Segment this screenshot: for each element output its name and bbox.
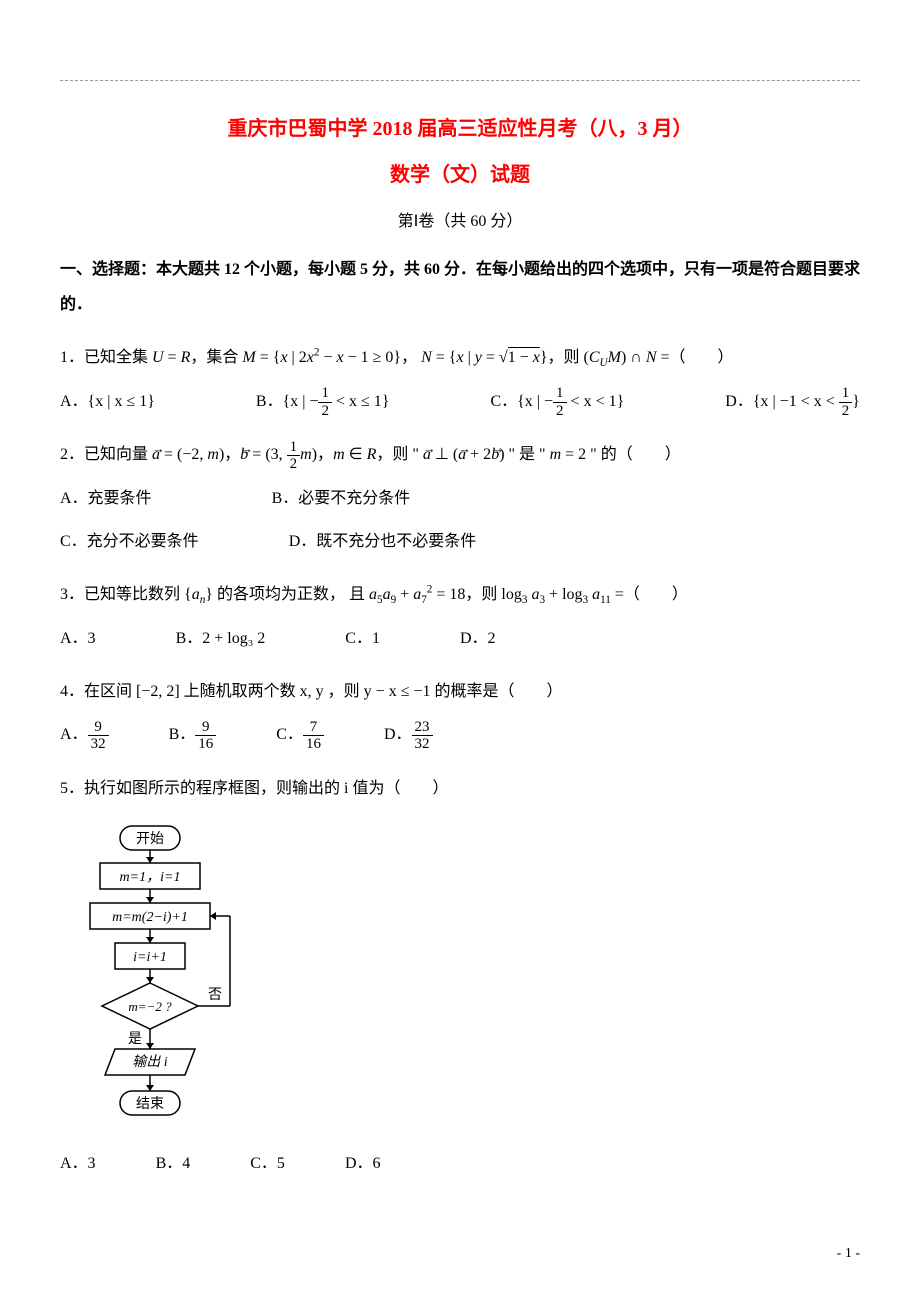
page-subtitle: 数学（文）试题 <box>60 157 860 193</box>
svg-text:m=m(2−i)+1: m=m(2−i)+1 <box>112 910 188 925</box>
svg-text:否: 否 <box>208 988 222 1003</box>
q3-options: A．3 B．2 + log₃ 2 C．1 D．2 <box>60 621 860 656</box>
svg-text:结束: 结束 <box>136 1096 164 1112</box>
q5-opt-d: D．6 <box>345 1146 381 1181</box>
section-label: 第Ⅰ卷（共 60 分） <box>60 208 860 237</box>
q4-opt-b: B．916 <box>169 717 217 752</box>
flowchart-diagram: 开始 m=1，i=1 m=m(2−i)+1 i=i+1 m=−2 ? 否 <box>80 821 860 1131</box>
q1-options: A．{x | x ≤ 1} B．{x | −12 < x ≤ 1} C．{x |… <box>60 384 860 419</box>
q2-stem: 2．已知向量 a = (−2, m)，b = (3, 12m)，m ∈ R，则 … <box>60 446 681 463</box>
svg-text:m=−2 ?: m=−2 ? <box>128 999 172 1014</box>
q1-opt-d: D．{x | −1 < x < 12} <box>725 384 860 419</box>
question-5: 5．执行如图所示的程序框图，则输出的 i 值为（ ） 开始 m=1，i=1 m=… <box>60 771 860 1181</box>
svg-text:m=1，i=1: m=1，i=1 <box>120 870 181 885</box>
q3-opt-d: D．2 <box>460 621 496 656</box>
q2-options: A．充要条件 B．必要不充分条件 C．充分不必要条件 D．既不充分也不必要条件 <box>60 481 860 559</box>
page-footer: - 1 - <box>60 1241 860 1266</box>
q3-opt-b: B．2 + log₃ 2 <box>176 621 266 656</box>
q1-opt-a: A．{x | x ≤ 1} <box>60 384 155 419</box>
q4-stem: 4．在区间 [−2, 2] 上随机取两个数 x, y ，则 y − x ≤ −1… <box>60 683 563 700</box>
q5-stem: 5．执行如图所示的程序框图，则输出的 i 值为（ ） <box>60 780 448 797</box>
q5-options: A．3 B．4 C．5 D．6 <box>60 1146 860 1181</box>
q4-opt-d: D．2332 <box>384 717 433 752</box>
q4-options: A．932 B．916 C．716 D．2332 <box>60 717 860 752</box>
q1-opt-b: B．{x | −12 < x ≤ 1} <box>256 384 390 419</box>
q5-opt-a: A．3 <box>60 1146 96 1181</box>
q3-opt-a: A．3 <box>60 621 96 656</box>
question-4: 4．在区间 [−2, 2] 上随机取两个数 x, y ，则 y − x ≤ −1… <box>60 674 860 753</box>
q1-opt-c: C．{x | −12 < x < 1} <box>490 384 624 419</box>
q2-opt-d: D．既不充分也不必要条件 <box>289 524 477 559</box>
instructions: 一、选择题：本大题共 12 个小题，每小题 5 分，共 60 分．在每小题给出的… <box>60 252 860 322</box>
q5-opt-c: C．5 <box>250 1146 285 1181</box>
q2-opt-b: B．必要不充分条件 <box>272 481 411 516</box>
q5-opt-b: B．4 <box>156 1146 191 1181</box>
q1-stem: 1．已知全集 U = R，集合 M = {x | 2x2 − x − 1 ≥ 0… <box>60 349 734 366</box>
svg-text:输出 i: 输出 i <box>132 1054 167 1070</box>
svg-text:是: 是 <box>128 1032 142 1047</box>
top-divider <box>60 80 860 81</box>
question-2: 2．已知向量 a = (−2, m)，b = (3, 12m)，m ∈ R，则 … <box>60 437 860 559</box>
question-1: 1．已知全集 U = R，集合 M = {x | 2x2 − x − 1 ≥ 0… <box>60 340 860 419</box>
q3-stem: 3．已知等比数列 {an} 的各项均为正数， 且 a5a9 + a72 = 18… <box>60 586 688 603</box>
q3-opt-c: C．1 <box>345 621 380 656</box>
svg-text:i=i+1: i=i+1 <box>133 950 167 965</box>
q2-opt-c: C．充分不必要条件 <box>60 524 199 559</box>
q2-opt-a: A．充要条件 <box>60 481 152 516</box>
flow-start: 开始 <box>136 831 164 847</box>
question-3: 3．已知等比数列 {an} 的各项均为正数， 且 a5a9 + a72 = 18… <box>60 577 860 656</box>
page-title: 重庆市巴蜀中学 2018 届高三适应性月考（八，3 月） <box>60 111 860 147</box>
q4-opt-c: C．716 <box>276 717 324 752</box>
q4-opt-a: A．932 <box>60 717 109 752</box>
